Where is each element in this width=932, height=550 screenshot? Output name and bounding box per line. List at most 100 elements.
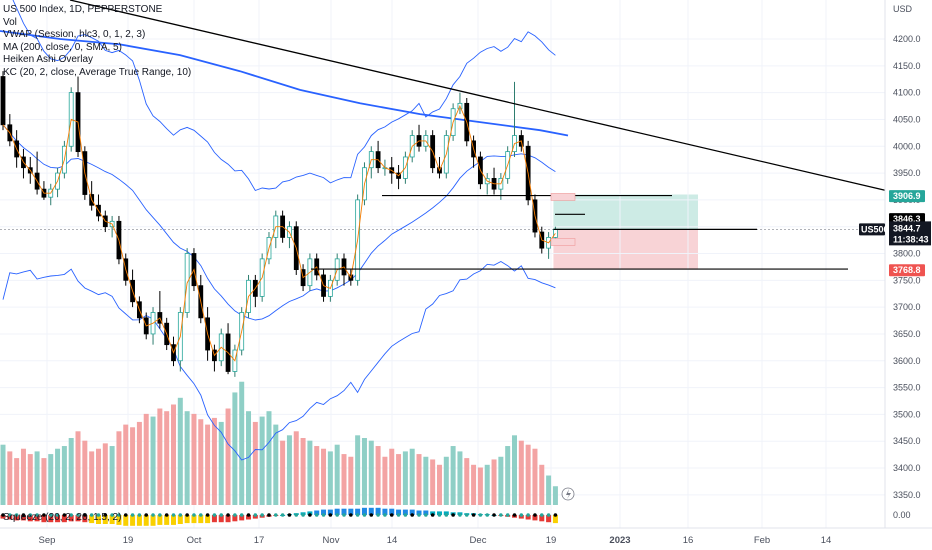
- squeeze-dot: [144, 513, 149, 517]
- squeeze-bar: [546, 515, 552, 523]
- price-axis[interactable]: USD 4200.0 4150.0 4100.0 4050.0 4000.0 3950.0 3…: [859, 0, 931, 528]
- candle: [416, 124, 422, 152]
- ha-line: [2, 104, 556, 362]
- candles[interactable]: [0, 71, 558, 377]
- squeeze-dot: [396, 513, 401, 517]
- volume-bar: [61, 446, 67, 505]
- squeeze-bar: [75, 515, 81, 522]
- squeeze-dot: [103, 513, 108, 517]
- candle: [273, 210, 279, 249]
- volume-bar: [375, 446, 381, 505]
- price-tag-lower-text: 3768.8: [893, 265, 921, 275]
- candle: [368, 146, 374, 179]
- volume-bar: [252, 421, 258, 505]
- squeeze-dot: [485, 513, 490, 517]
- volume-bar: [368, 440, 374, 505]
- price-tick-label: 4100.0: [893, 88, 921, 98]
- squeeze-bar: [177, 515, 183, 524]
- volume-bar: [382, 456, 388, 505]
- price-tick-label: 3350.0: [893, 490, 921, 500]
- order-marker: [550, 193, 576, 201]
- price-tick-label: 3550.0: [893, 383, 921, 393]
- price-tick-label: 3800.0: [893, 249, 921, 259]
- price-tick-label: 3600.0: [893, 356, 921, 366]
- descending-trendline: [69, 0, 886, 191]
- squeeze-dot: [308, 513, 312, 517]
- volume-bar: [321, 448, 327, 505]
- squeeze-bar: [48, 515, 54, 523]
- volume-bar: [82, 440, 88, 505]
- squeeze-dot: [28, 513, 33, 517]
- squeeze-dot: [164, 513, 169, 517]
- time-axis[interactable]: Sep 19 Oct 17 Nov 14 Dec 19 2023 16 Feb 14: [0, 487, 932, 546]
- squeeze-bar: [539, 515, 545, 522]
- squeeze-bar: [525, 515, 531, 520]
- volume-bar: [423, 456, 429, 505]
- squeeze-dot: [410, 513, 415, 517]
- squeeze-dot: [444, 513, 449, 517]
- time-tick-label: 19: [123, 535, 134, 546]
- squeeze-bar: [164, 515, 170, 525]
- squeeze-bar: [95, 515, 101, 524]
- volume-bar: [48, 454, 54, 505]
- squeeze-dot: [233, 513, 237, 517]
- squeeze-bar: [341, 508, 347, 515]
- squeeze-bar: [41, 515, 47, 523]
- price-tag-upper-text: 3906.9: [893, 191, 921, 201]
- price-tick-label: 4150.0: [893, 61, 921, 71]
- volume-bar: [211, 417, 217, 505]
- volume-bar: [68, 438, 74, 505]
- price-tag-lower: 3768.8: [889, 264, 925, 277]
- candle: [212, 344, 217, 372]
- volume-bar: [218, 421, 224, 505]
- squeeze-dot: [389, 513, 394, 517]
- squeeze-bar: [171, 515, 176, 525]
- volume-bar: [177, 397, 183, 505]
- time-tick-label: 2023: [609, 535, 630, 546]
- risk-reward-zones[interactable]: [553, 194, 698, 270]
- legend-squeeze[interactable]: Squeeze (20, 2, 20, 1.5, 2): [3, 512, 122, 523]
- squeeze-bar: [239, 515, 245, 521]
- squeeze-dot: [274, 513, 278, 517]
- squeeze-dot: [1, 513, 5, 517]
- squeeze-dot: [451, 513, 455, 517]
- volume-bar: [300, 438, 306, 505]
- volume-bar: [457, 451, 463, 505]
- squeeze-dot: [192, 513, 196, 517]
- squeeze-dot: [512, 513, 517, 517]
- volume-bar: [239, 381, 245, 505]
- squeeze-dot: [260, 513, 264, 517]
- squeeze-indicator: [0, 507, 558, 526]
- squeeze-dot: [83, 513, 87, 517]
- trend-lines[interactable]: [69, 0, 886, 270]
- squeeze-dot: [62, 513, 67, 517]
- volume-bar: [402, 451, 408, 505]
- time-tick-label: Feb: [754, 535, 770, 546]
- volume-bars: [0, 381, 558, 505]
- volume-bar: [341, 454, 347, 505]
- candle: [375, 140, 381, 174]
- volume-bar: [389, 448, 395, 505]
- squeeze-dot: [342, 513, 346, 517]
- volume-bar: [327, 451, 333, 505]
- alert-icon-bolt: [566, 489, 571, 499]
- squeeze-dot: [464, 513, 469, 517]
- squeeze-bar: [157, 515, 163, 525]
- squeeze-bar: [218, 515, 224, 523]
- time-tick-label: Nov: [323, 535, 340, 546]
- squeeze-bar: [396, 509, 402, 515]
- volume-bar: [396, 454, 402, 505]
- squeeze-dot: [239, 513, 244, 517]
- squeeze-dot: [539, 513, 544, 517]
- volume-bar: [102, 443, 108, 505]
- stop-zone: [553, 229, 698, 270]
- squeeze-bar: [382, 508, 388, 515]
- volume-bar: [143, 413, 149, 505]
- candle: [0, 71, 6, 131]
- candle: [55, 167, 60, 198]
- ma200-line: [0, 30, 569, 137]
- middle-band: [2, 124, 556, 321]
- squeeze-dot: [171, 513, 176, 517]
- candle: [225, 323, 231, 375]
